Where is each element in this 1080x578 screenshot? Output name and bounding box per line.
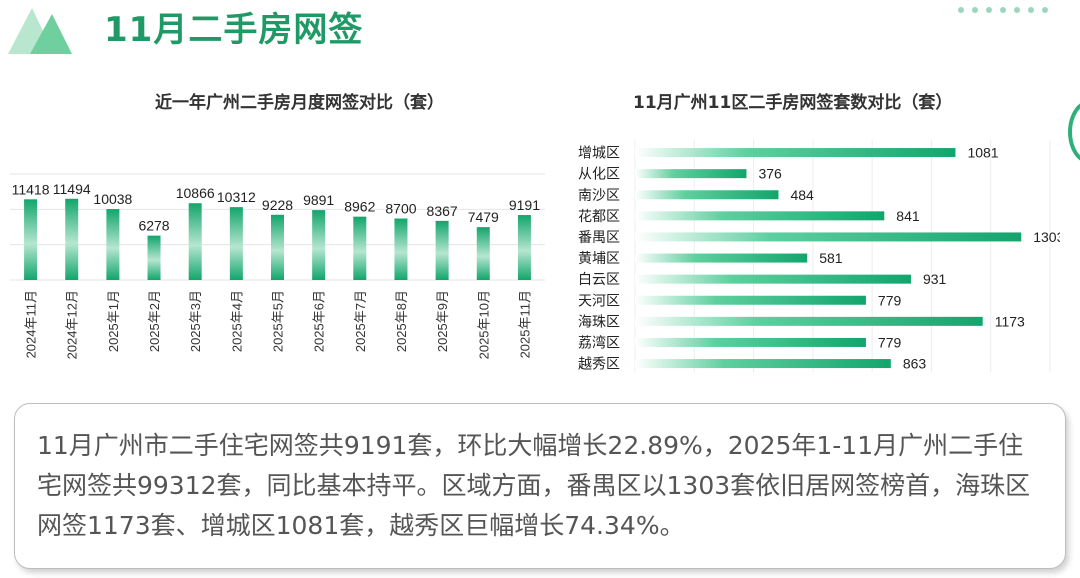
monthly-bar-chart: 11418 2024年11月 11494 2024年12月 10038 2025年1月 62… xyxy=(10,173,545,359)
bar xyxy=(635,295,866,305)
bar-value-label: 11418 xyxy=(12,181,50,197)
bar-value-label: 6278 xyxy=(138,218,169,234)
bar-value-label: 10038 xyxy=(93,191,132,207)
bar-value-label: 8962 xyxy=(344,199,375,215)
bar xyxy=(635,148,956,158)
bar xyxy=(635,253,808,263)
bar-value-label: 10312 xyxy=(217,189,256,205)
bar-value-label: 9228 xyxy=(262,197,293,213)
bar-value-label: 484 xyxy=(790,187,814,203)
district-bar-chart: 1081 增城区 376 从化区 484 南沙区 841 花都区 1303 番禺区 581 黄埔区 93… xyxy=(578,140,1060,372)
x-tick-label: 2025年6月 xyxy=(312,290,327,352)
bar xyxy=(24,199,38,280)
bar xyxy=(635,190,779,200)
bar-value-label: 1303 xyxy=(1033,229,1060,245)
y-tick-label: 从化区 xyxy=(578,166,620,182)
x-tick-label: 2025年3月 xyxy=(188,290,203,352)
y-tick-label: 白云区 xyxy=(578,271,620,287)
y-tick-label: 越秀区 xyxy=(578,356,620,372)
bar xyxy=(635,169,747,179)
logo-mark-icon xyxy=(8,8,72,54)
y-tick-label: 黄埔区 xyxy=(578,250,620,266)
y-tick-label: 荔湾区 xyxy=(578,334,620,350)
bar xyxy=(476,227,490,280)
bar xyxy=(229,207,243,280)
bar xyxy=(147,235,161,280)
bar xyxy=(188,203,202,280)
bar-value-label: 931 xyxy=(923,271,947,287)
y-tick-label: 南沙区 xyxy=(578,187,620,203)
bar xyxy=(435,220,449,280)
y-tick-label: 天河区 xyxy=(578,292,620,308)
district-chart-title: 11月广州11区二手房网签套数对比（套） xyxy=(633,93,953,113)
bar xyxy=(65,198,79,280)
bar-value-label: 779 xyxy=(878,292,902,308)
bar xyxy=(635,232,1022,242)
edge-decoration xyxy=(1068,100,1080,164)
monthly-chart-title: 近一年广州二手房月度网签对比（套） xyxy=(155,93,444,113)
x-tick-label: 2025年10月 xyxy=(476,290,491,359)
bar-value-label: 8367 xyxy=(427,203,458,219)
bar xyxy=(635,337,866,347)
x-tick-label: 2025年5月 xyxy=(271,290,286,352)
page-title: 11月二手房网签 xyxy=(104,10,364,50)
bar xyxy=(517,215,531,280)
x-tick-label: 2025年1月 xyxy=(106,290,121,352)
bar-value-label: 581 xyxy=(819,250,843,266)
bar-value-label: 9191 xyxy=(509,197,540,213)
bar-value-label: 779 xyxy=(878,334,902,350)
x-tick-label: 2024年11月 xyxy=(24,290,39,358)
x-tick-label: 2025年8月 xyxy=(394,290,409,352)
x-tick-label: 2025年4月 xyxy=(229,290,244,352)
bar xyxy=(635,316,983,326)
bar xyxy=(106,209,120,280)
x-tick-label: 2025年11月 xyxy=(517,290,532,358)
bar xyxy=(271,214,284,280)
summary-box: 11月广州市二手住宅网签共9191套，环比大幅增长22.89%，2025年1-1… xyxy=(14,403,1066,569)
x-tick-label: 2025年9月 xyxy=(435,290,450,352)
x-tick-label: 2024年12月 xyxy=(65,290,80,359)
bar-value-label: 1081 xyxy=(967,145,998,161)
x-tick-label: 2025年2月 xyxy=(147,290,162,352)
bar-value-label: 10866 xyxy=(176,185,215,201)
bar-value-label: 8700 xyxy=(385,201,416,217)
y-tick-label: 花都区 xyxy=(578,208,620,224)
bar xyxy=(312,210,326,280)
bar-value-label: 376 xyxy=(758,166,782,182)
bar-value-label: 9891 xyxy=(303,192,334,208)
decorative-dots xyxy=(958,7,1048,13)
bar xyxy=(353,216,367,280)
y-tick-label: 海珠区 xyxy=(578,313,620,329)
y-tick-label: 番禺区 xyxy=(578,229,620,245)
bar-value-label: 841 xyxy=(896,208,920,224)
y-tick-label: 增城区 xyxy=(578,145,620,161)
bar-value-label: 1173 xyxy=(995,313,1025,329)
summary-text: 11月广州市二手住宅网签共9191套，环比大幅增长22.89%，2025年1-1… xyxy=(37,431,1031,540)
bar xyxy=(635,274,911,284)
bar-value-label: 863 xyxy=(903,356,927,372)
bar xyxy=(635,211,885,221)
bar-value-label: 11494 xyxy=(53,181,91,197)
x-tick-label: 2025年7月 xyxy=(353,290,368,352)
bar xyxy=(394,218,408,280)
bar-value-label: 7479 xyxy=(468,209,499,225)
bar xyxy=(635,359,891,369)
